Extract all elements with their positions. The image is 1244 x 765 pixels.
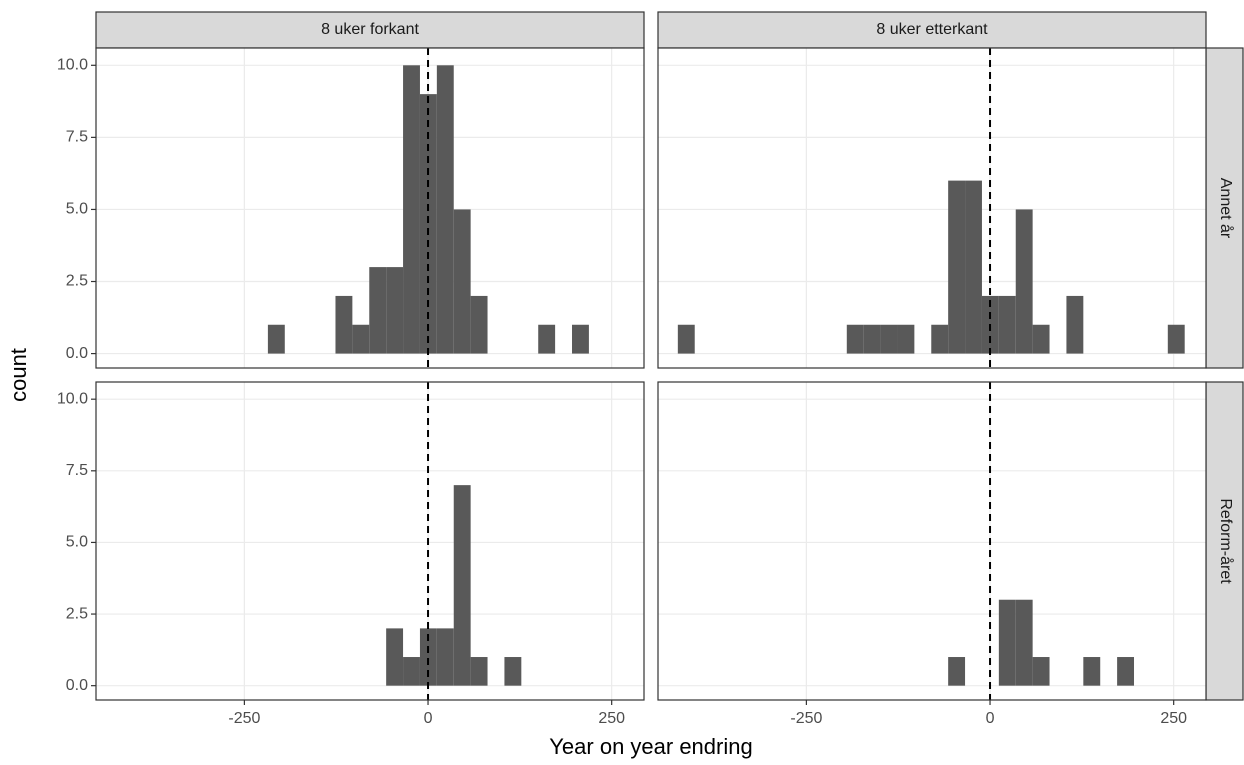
x-tick-label: 250	[1160, 710, 1187, 727]
histogram-bar	[965, 180, 982, 354]
histogram-bar	[677, 324, 695, 354]
y-tick-label: 0.0	[66, 677, 88, 694]
facet-strip	[1205, 381, 1244, 701]
histogram-bar	[369, 267, 387, 354]
histogram-bar	[453, 485, 471, 686]
histogram-bar	[897, 324, 915, 354]
y-tick-label: 2.5	[66, 273, 88, 290]
y-axis-label: count	[6, 348, 31, 402]
y-tick-label: 2.5	[66, 605, 88, 622]
histogram-bar	[1032, 324, 1050, 354]
facet-strip	[657, 11, 1207, 49]
histogram-bar	[538, 324, 556, 354]
histogram-bar	[403, 65, 420, 354]
panel-border	[95, 381, 645, 701]
x-tick-label: 0	[986, 710, 995, 727]
x-tick-label: -250	[790, 710, 822, 727]
x-tick-label: 250	[598, 710, 625, 727]
histogram-bar	[335, 295, 353, 354]
histogram-bar	[470, 295, 488, 354]
panel-border	[95, 47, 645, 369]
histogram-bar	[572, 324, 589, 354]
histogram-bar	[1015, 599, 1033, 686]
x-tick-label: -250	[228, 710, 260, 727]
histogram-bar	[931, 324, 949, 354]
histogram-bar	[1032, 657, 1050, 686]
histogram-bar	[1015, 209, 1033, 354]
histogram-bar	[436, 65, 454, 354]
histogram-bar	[453, 209, 471, 354]
x-axis-label: Year on year endring	[549, 734, 752, 759]
x-tick-label: 0	[424, 710, 433, 727]
y-tick-label: 7.5	[66, 129, 88, 146]
facet-label: 8 uker etterkant	[876, 21, 988, 38]
histogram-bar	[1117, 657, 1135, 686]
histogram-bar	[1167, 324, 1185, 354]
histogram-bar	[470, 657, 488, 686]
y-tick-label: 5.0	[66, 534, 88, 551]
facet-label: Reform-året	[1217, 498, 1235, 584]
histogram-bar	[846, 324, 864, 354]
panel-border	[657, 381, 1207, 701]
facet-strip	[1205, 47, 1244, 369]
panel	[96, 382, 644, 700]
histogram-bar	[1066, 295, 1084, 354]
facet-label: Annet år	[1217, 178, 1235, 239]
histogram-bar	[863, 324, 881, 354]
y-tick-label: 7.5	[66, 462, 88, 479]
histogram-bar	[403, 657, 420, 686]
histogram-bar	[386, 628, 404, 686]
histogram-bar	[352, 324, 370, 354]
y-tick-label: 10.0	[57, 390, 88, 407]
histogram-bar	[436, 628, 454, 686]
histogram-bar	[386, 267, 404, 354]
panel	[658, 382, 1206, 700]
histogram-bar	[998, 295, 1016, 354]
histogram-bar	[998, 599, 1016, 686]
y-tick-label: 0.0	[66, 345, 88, 362]
histogram-bar	[504, 657, 522, 686]
facet-label: 8 uker forkant	[321, 21, 419, 38]
histogram-bar	[1083, 657, 1101, 686]
histogram-bar	[880, 324, 898, 354]
histogram-bar	[948, 657, 966, 686]
histogram-bar	[419, 94, 437, 354]
histogram-bar	[267, 324, 285, 354]
panel-border	[657, 47, 1207, 369]
facet-strip	[95, 11, 645, 49]
y-tick-label: 10.0	[57, 57, 88, 74]
y-tick-label: 5.0	[66, 201, 88, 218]
histogram-bar	[948, 180, 966, 354]
histogram-bar	[419, 628, 437, 686]
panel	[658, 48, 1206, 368]
